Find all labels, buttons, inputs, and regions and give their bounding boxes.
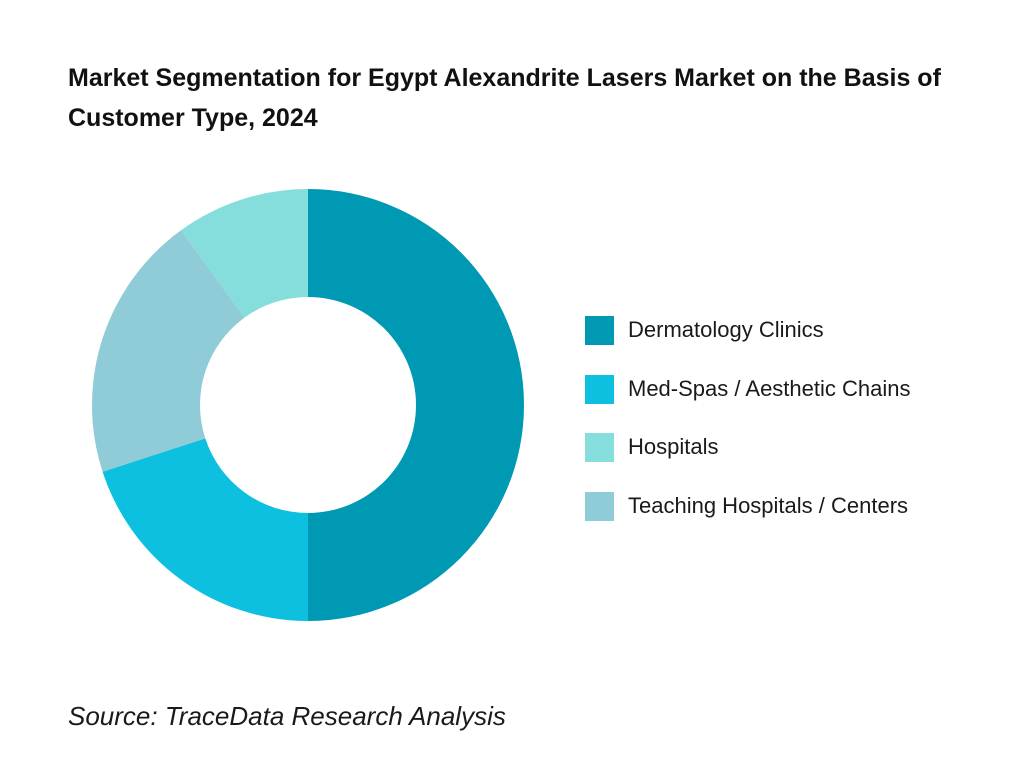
legend-swatch	[585, 491, 614, 521]
legend-label: Med-Spas / Aesthetic Chains	[628, 375, 911, 401]
donut-slice-teaching-hospitals-centers	[92, 230, 245, 472]
donut-slice-dermatology-clinics	[308, 189, 524, 621]
legend-label: Dermatology Clinics	[628, 317, 824, 342]
legend-swatch	[585, 316, 614, 345]
chart-legend: Dermatology Clinics Med-Spas / Aesthetic …	[585, 313, 910, 547]
legend-swatch	[585, 374, 614, 404]
chart-title: Market Segmentation for Egypt Alexandrit…	[68, 64, 941, 132]
legend-label: Hospitals	[628, 434, 719, 459]
legend-item: Med-Spas / Aesthetic Chains	[585, 372, 910, 431]
source-note: Source: TraceData Research Analysis	[68, 701, 506, 731]
legend-item: Teaching Hospitals / Centers	[585, 489, 910, 548]
legend-label: Teaching Hospitals / Centers	[628, 492, 909, 518]
legend-item: Hospitals	[585, 430, 910, 489]
donut-slice-med-spas-aesthetic-chains	[102, 438, 308, 621]
donut-slice-hospitals	[181, 189, 308, 318]
legend-swatch	[585, 433, 614, 462]
legend-item: Dermatology Clinics	[585, 313, 910, 372]
